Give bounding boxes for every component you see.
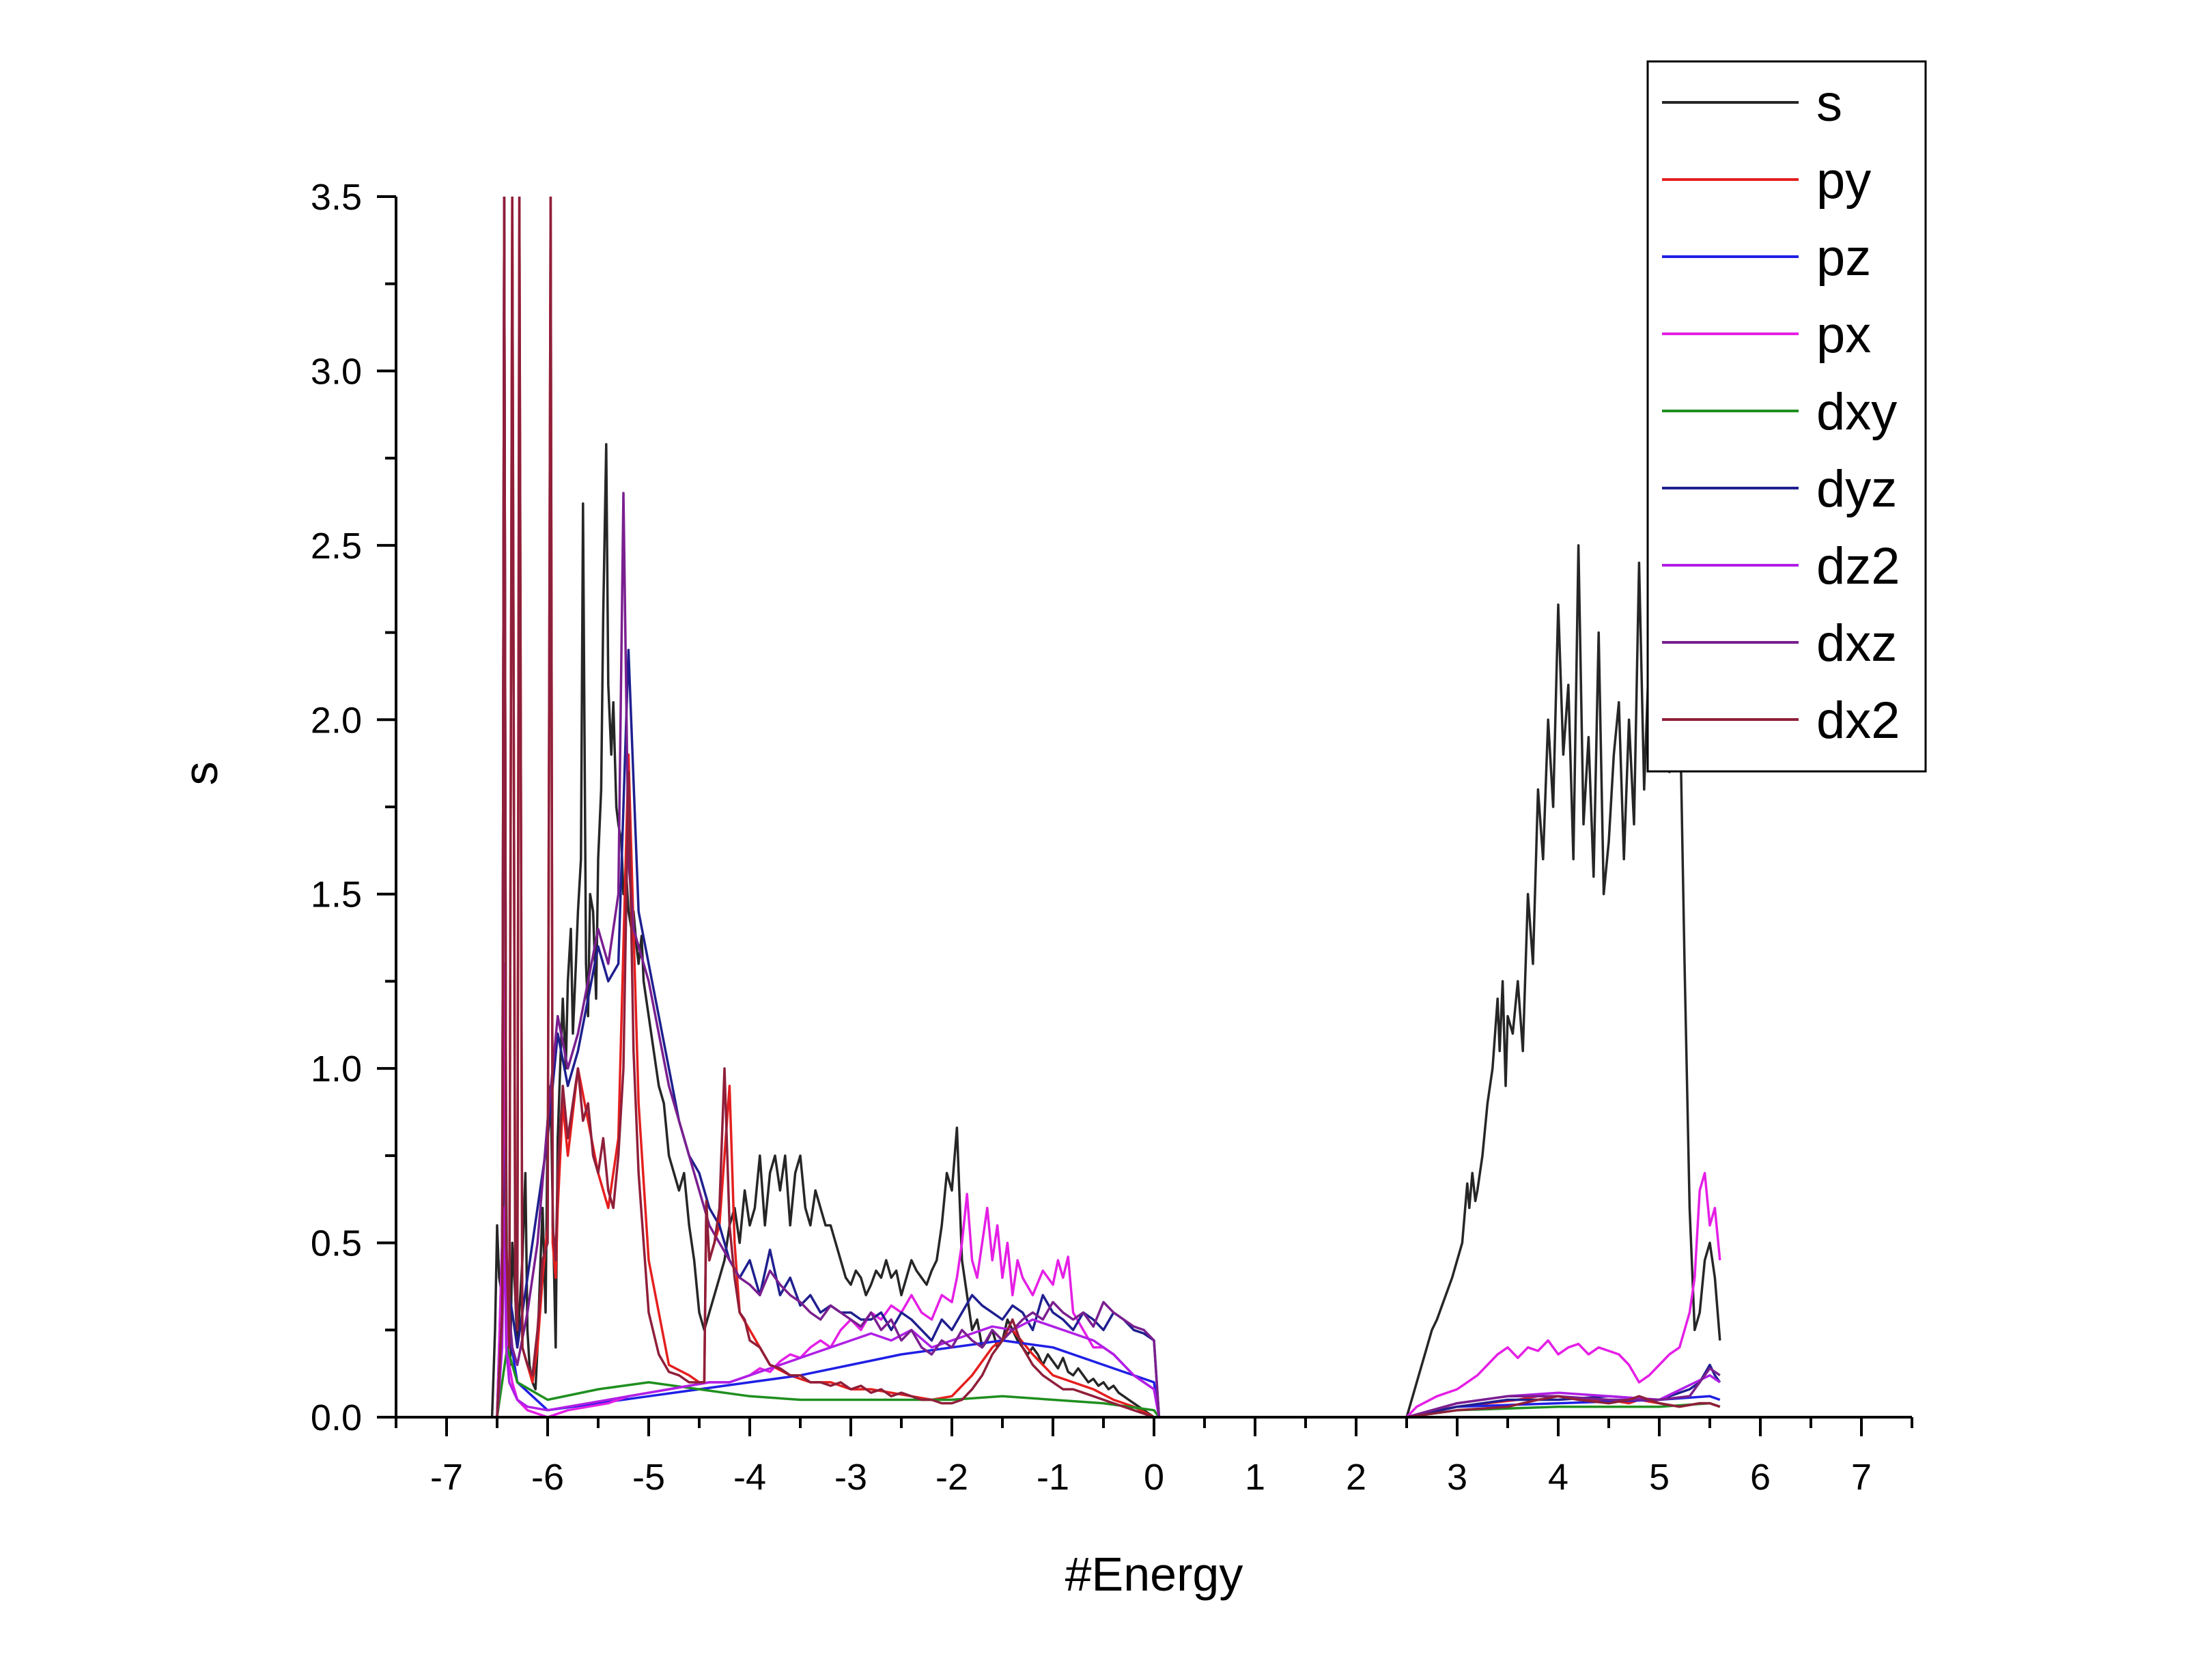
- x-tick-label: 4: [1548, 1457, 1568, 1498]
- x-tick-label: 7: [1851, 1457, 1872, 1498]
- series-line-dz2: [396, 1206, 1721, 1417]
- y-tick-label: 3.0: [311, 351, 362, 392]
- x-axis-label: #Energy: [1065, 1548, 1243, 1601]
- x-axis-ticks: -7 -6 -5 -4 -3 -2 -1 0 1 2 3 4 5 6 7: [395, 1417, 1913, 1498]
- x-tick-label: -1: [1037, 1457, 1069, 1498]
- x-tick-label: -5: [632, 1457, 665, 1498]
- x-tick-label: 5: [1649, 1457, 1670, 1498]
- x-tick-label: 3: [1447, 1457, 1467, 1498]
- y-tick-label: 1.0: [311, 1049, 362, 1090]
- y-tick-label: 0.0: [311, 1397, 362, 1438]
- y-axis-ticks: 0.0 0.5 1.0 1.5 2.0 2.5 3.0 3.5: [311, 177, 396, 1438]
- legend-label-pz: pz: [1816, 229, 1871, 287]
- x-tick-label: 1: [1245, 1457, 1265, 1498]
- x-tick-label: -6: [531, 1457, 564, 1498]
- x-tick-label: 6: [1750, 1457, 1771, 1498]
- legend-label-dyz: dyz: [1816, 460, 1897, 518]
- y-tick-label: 3.5: [311, 177, 362, 218]
- legend-label-dxy: dxy: [1816, 383, 1897, 441]
- series-layer: [396, 197, 1721, 1417]
- x-tick-label: -2: [935, 1457, 968, 1498]
- legend-label-dz2: dz2: [1816, 537, 1900, 595]
- legend-label-px: px: [1816, 306, 1871, 364]
- legend-label-s: s: [1816, 74, 1842, 132]
- x-tick-label: 2: [1346, 1457, 1366, 1498]
- legend-label-dxz: dxz: [1816, 614, 1897, 672]
- x-tick-label: -4: [733, 1457, 766, 1498]
- x-tick-label: -3: [834, 1457, 867, 1498]
- x-tick-label: -7: [430, 1457, 463, 1498]
- series-line-dxz: [396, 197, 1721, 1417]
- series-line-dx2: [396, 197, 1721, 1417]
- legend: s py pz px dxy dyz dz2 dxz dx2: [1646, 60, 1927, 773]
- x-tick-label: 0: [1144, 1457, 1164, 1498]
- legend-label-py: py: [1816, 152, 1871, 210]
- y-tick-label: 2.0: [311, 700, 362, 741]
- legend-label-dx2: dx2: [1816, 692, 1900, 750]
- y-tick-label: 1.5: [311, 874, 362, 915]
- y-axis-label: s: [174, 762, 227, 786]
- y-tick-label: 2.5: [311, 526, 362, 567]
- y-tick-label: 0.5: [311, 1223, 362, 1264]
